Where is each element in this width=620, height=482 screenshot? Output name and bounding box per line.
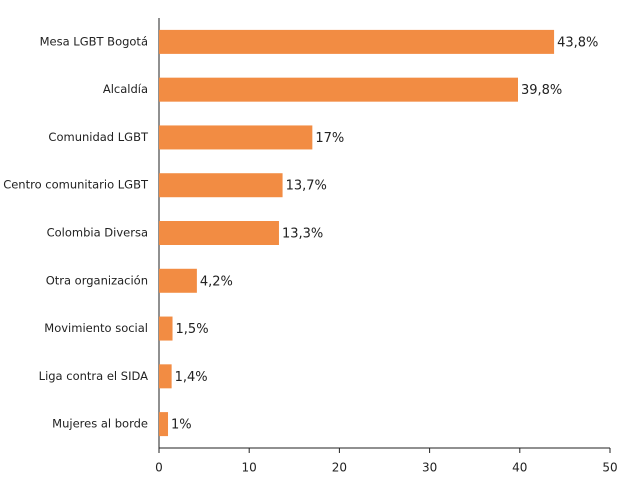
y-tick-label: Mesa LGBT Bogotá bbox=[40, 34, 148, 48]
value-label: 17% bbox=[315, 131, 344, 146]
bar bbox=[159, 173, 283, 198]
bar bbox=[159, 364, 172, 389]
bar bbox=[159, 77, 518, 102]
y-tick-label: Mujeres al borde bbox=[52, 417, 148, 431]
y-tick-label: Alcaldía bbox=[103, 82, 148, 96]
value-label: 1,5% bbox=[176, 322, 209, 337]
value-label: 43,8% bbox=[557, 35, 598, 50]
value-label: 1% bbox=[171, 418, 192, 433]
value-label: 39,8% bbox=[521, 83, 562, 98]
bar bbox=[159, 221, 279, 245]
y-tick-label: Colombia Diversa bbox=[47, 226, 148, 240]
x-tick-label: 40 bbox=[512, 461, 527, 475]
y-tick-label: Otra organización bbox=[46, 273, 148, 287]
value-label: 1,4% bbox=[175, 370, 208, 385]
y-tick-label: Liga contra el SIDA bbox=[39, 369, 148, 383]
value-label: 4,2% bbox=[200, 274, 233, 289]
value-label: 13,7% bbox=[286, 179, 327, 194]
bar bbox=[159, 412, 169, 437]
x-tick-label: 30 bbox=[422, 461, 437, 475]
bar bbox=[159, 29, 555, 54]
bar bbox=[159, 316, 173, 341]
x-tick-label: 20 bbox=[332, 461, 347, 475]
y-tick-label: Comunidad LGBT bbox=[48, 130, 149, 144]
y-tick-label: Movimiento social bbox=[44, 321, 148, 335]
value-label: 13,3% bbox=[282, 227, 323, 242]
y-tick-label: Centro comunitario LGBT bbox=[3, 178, 149, 192]
x-tick-label: 0 bbox=[155, 461, 163, 475]
bar bbox=[159, 268, 197, 293]
bar bbox=[159, 125, 313, 150]
x-tick-label: 50 bbox=[602, 461, 617, 475]
x-tick-label: 10 bbox=[242, 461, 257, 475]
